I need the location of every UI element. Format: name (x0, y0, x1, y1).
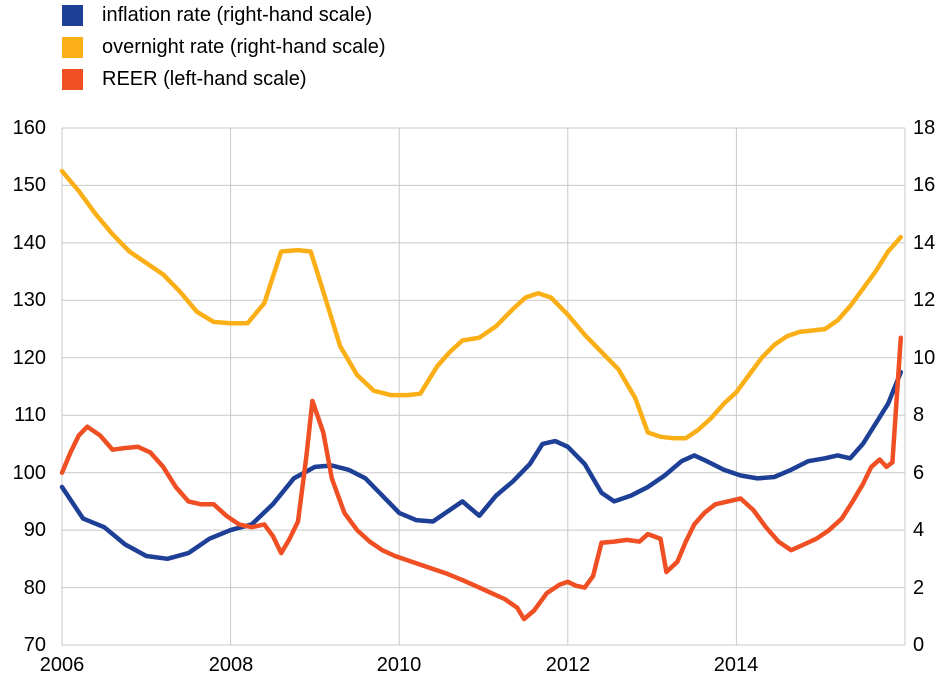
x-axis-tick: 2014 (713, 654, 759, 676)
y-axis-right-tick: 2 (913, 577, 925, 599)
y-axis-left-tick: 70 (23, 634, 46, 656)
y-axis-left-tick: 140 (12, 232, 46, 254)
y-axis-left-tick: 160 (12, 117, 46, 139)
legend: inflation rate (right-hand scale) overni… (62, 4, 385, 100)
y-axis-right-tick: 4 (913, 519, 925, 541)
y-axis-right-tick: 16 (913, 174, 936, 196)
y-axis-left-tick: 110 (14, 404, 46, 426)
x-axis-tick: 2010 (376, 654, 422, 676)
series-line-reer (59, 335, 904, 622)
legend-item-reer: REER (left-hand scale) (62, 68, 385, 90)
legend-label-overnight-rate: overnight rate (right-hand scale) (102, 36, 386, 58)
y-axis-right-tick: 0 (913, 634, 925, 656)
y-axis-left-tick: 100 (12, 462, 46, 484)
x-axis-tick: 2012 (545, 654, 591, 676)
y-axis-left-tick: 90 (23, 519, 46, 541)
legend-item-inflation-rate: inflation rate (right-hand scale) (62, 4, 385, 26)
legend-label-reer: REER (left-hand scale) (102, 68, 307, 90)
y-axis-left-tick: 80 (23, 577, 46, 599)
y-axis-left-tick: 120 (12, 347, 46, 369)
series-line-overnight-rate (59, 168, 904, 441)
y-axis-left-tick: 150 (12, 174, 46, 196)
y-axis-left-tick: 130 (12, 289, 46, 311)
x-axis-tick: 2006 (39, 654, 85, 676)
legend-label-inflation-rate: inflation rate (right-hand scale) (102, 4, 373, 26)
y-axis-right-tick: 18 (913, 117, 936, 139)
x-axis-tick: 2008 (208, 654, 254, 676)
legend-swatch-inflation-icon (62, 4, 83, 26)
y-axis-right-tick: 8 (913, 404, 925, 426)
y-axis-right-tick: 12 (913, 289, 936, 311)
series-line-inflation-rate (59, 369, 904, 562)
legend-swatch-overnight-icon (62, 36, 83, 58)
y-axis-right-tick: 14 (913, 232, 936, 254)
y-axis-right-tick: 6 (913, 462, 925, 484)
y-axis-right-tick: 10 (913, 347, 936, 369)
legend-item-overnight-rate: overnight rate (right-hand scale) (62, 36, 385, 58)
legend-swatch-reer-icon (62, 68, 83, 90)
